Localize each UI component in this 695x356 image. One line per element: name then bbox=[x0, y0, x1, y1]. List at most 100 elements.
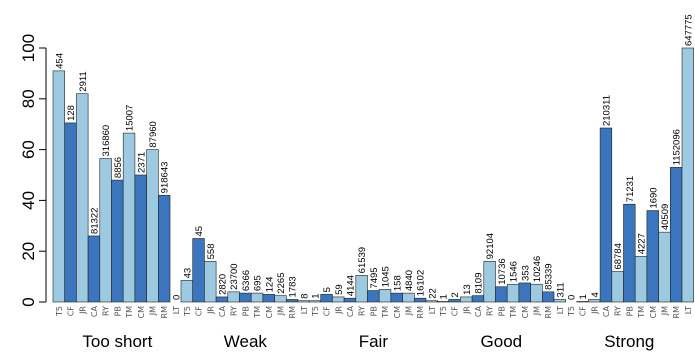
category-label: RM bbox=[288, 306, 297, 319]
category-label: JR bbox=[462, 306, 471, 315]
data-label: 43 bbox=[182, 268, 193, 279]
category-label: CF bbox=[451, 306, 460, 317]
category-label: PB bbox=[113, 306, 122, 316]
category-label: CM bbox=[649, 306, 658, 319]
data-label: 16102 bbox=[416, 270, 427, 296]
bar bbox=[646, 210, 659, 303]
bar bbox=[576, 301, 589, 303]
bar bbox=[623, 203, 636, 303]
category-label: CA bbox=[218, 305, 227, 317]
category-label: CF bbox=[195, 306, 204, 317]
data-label: 124 bbox=[264, 277, 275, 293]
data-label: 558 bbox=[206, 244, 217, 260]
bar bbox=[64, 122, 77, 303]
bar bbox=[355, 275, 368, 303]
bar bbox=[204, 261, 217, 303]
group-label: Weak bbox=[224, 332, 268, 351]
category-label: PB bbox=[241, 306, 250, 316]
category-label: CA bbox=[90, 305, 99, 317]
data-label: 0 bbox=[566, 295, 577, 300]
data-label: 71231 bbox=[625, 176, 636, 202]
y-tick-label: 100 bbox=[19, 34, 38, 62]
bar bbox=[111, 179, 124, 303]
category-label: TM bbox=[125, 306, 134, 319]
data-label: 59 bbox=[334, 284, 345, 295]
data-label: 15007 bbox=[125, 105, 136, 131]
bar bbox=[448, 299, 461, 303]
data-label: 210311 bbox=[601, 95, 612, 126]
bar bbox=[146, 149, 159, 303]
bars-layer bbox=[52, 47, 694, 303]
bar bbox=[332, 296, 345, 303]
data-label: 8109 bbox=[473, 273, 484, 294]
category-label: LT bbox=[556, 306, 565, 314]
data-label: 4 bbox=[590, 292, 601, 297]
bar bbox=[495, 286, 508, 303]
category-label: JM bbox=[532, 306, 541, 316]
bar bbox=[460, 296, 473, 303]
bar bbox=[87, 235, 101, 303]
category-labels-layer: T5 CF JR CA RY PB TM CM JM RM LT T5 CF JR CA RY PB TM CM JM… bbox=[55, 305, 693, 318]
category-label: PB bbox=[497, 306, 506, 316]
category-label: CM bbox=[137, 306, 146, 319]
y-tick-label: 40 bbox=[19, 191, 38, 210]
bar bbox=[285, 299, 299, 303]
category-label: CA bbox=[474, 305, 483, 317]
category-label: LT bbox=[300, 306, 309, 314]
data-label: 2265 bbox=[276, 273, 287, 294]
category-label: RY bbox=[230, 306, 239, 316]
data-label: 85339 bbox=[544, 263, 555, 289]
data-label: 1152096 bbox=[672, 129, 683, 165]
data-label: 0 bbox=[171, 295, 182, 300]
data-label: 22 bbox=[427, 288, 438, 299]
category-label: T5 bbox=[567, 306, 576, 317]
bar bbox=[611, 271, 624, 303]
category-label: RY bbox=[358, 306, 367, 316]
category-label: PB bbox=[369, 306, 378, 316]
category-label: LT bbox=[684, 306, 693, 314]
category-label: JM bbox=[404, 306, 413, 316]
data-label: 1546 bbox=[509, 261, 520, 282]
bar bbox=[425, 300, 438, 303]
data-label: 1690 bbox=[648, 187, 659, 208]
data-label: 61539 bbox=[357, 247, 368, 273]
bar bbox=[76, 93, 89, 303]
category-label: T5 bbox=[55, 306, 64, 317]
data-label: 10736 bbox=[497, 258, 508, 284]
data-label: 87960 bbox=[148, 121, 159, 147]
category-label: JR bbox=[78, 306, 87, 315]
data-label: 311 bbox=[555, 282, 566, 297]
category-label: CM bbox=[521, 306, 530, 319]
category-label: T5 bbox=[183, 306, 192, 317]
category-label: CM bbox=[393, 306, 402, 319]
bar bbox=[506, 283, 520, 303]
bar bbox=[99, 158, 112, 303]
bar bbox=[227, 291, 240, 303]
bar bbox=[413, 297, 427, 303]
category-label: PB bbox=[625, 306, 634, 316]
data-label: 68784 bbox=[613, 243, 624, 269]
data-label: 2371 bbox=[136, 152, 147, 173]
data-label: 1 bbox=[438, 294, 449, 299]
category-label: JM bbox=[660, 306, 669, 316]
data-label: 81322 bbox=[89, 208, 100, 234]
category-label: RM bbox=[416, 306, 425, 319]
bar bbox=[122, 132, 136, 303]
y-tick-label: 80 bbox=[19, 89, 38, 108]
bar bbox=[541, 291, 555, 303]
category-label: CF bbox=[67, 306, 76, 317]
category-label: RY bbox=[486, 306, 495, 316]
bar bbox=[262, 294, 275, 303]
data-label: 647775 bbox=[683, 14, 694, 46]
category-label: RM bbox=[672, 306, 681, 319]
bar bbox=[308, 300, 321, 303]
data-label: 1 bbox=[310, 293, 321, 298]
category-label: JM bbox=[276, 306, 285, 316]
category-label: RY bbox=[102, 306, 111, 316]
category-label: CA bbox=[602, 305, 611, 317]
group-label: Strong bbox=[604, 332, 654, 351]
category-label: RM bbox=[160, 306, 169, 319]
bar bbox=[402, 292, 415, 303]
data-label: 353 bbox=[520, 265, 531, 281]
bar bbox=[553, 299, 566, 303]
